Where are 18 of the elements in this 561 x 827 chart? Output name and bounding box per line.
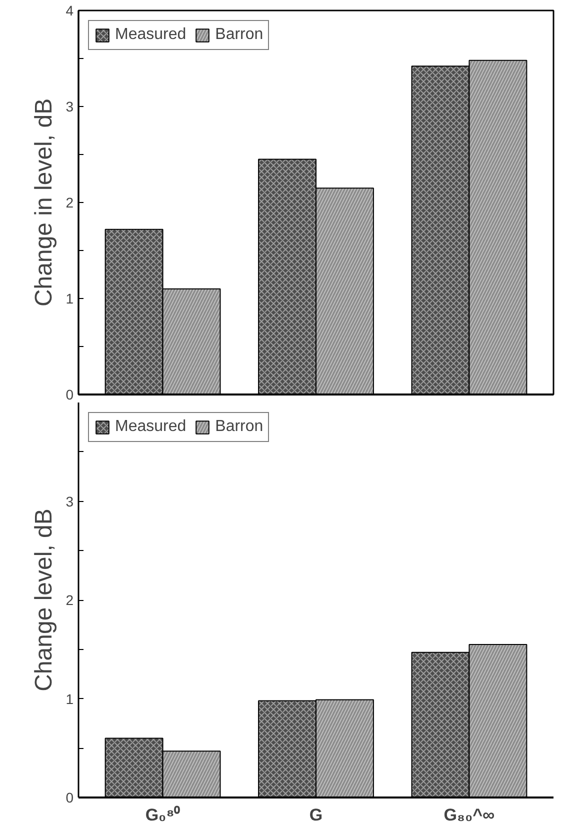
y-tick-label: 3 [66, 98, 74, 114]
y-axis-title: Change in level, dB [30, 98, 58, 307]
y-tick-label: 3 [66, 493, 74, 510]
y-tick-label: 2 [66, 194, 74, 210]
x-tick-label: G₀⁸⁰ [145, 806, 180, 824]
y-axis-title: Change level, dB [30, 508, 58, 692]
y-tick-label: 1 [66, 690, 74, 707]
legend-label: Barron [215, 418, 264, 436]
y-tick-label: 0 [66, 790, 74, 806]
x-tick-label: G₈₀^∞ [444, 806, 495, 824]
y-tick-label: 1 [66, 290, 74, 306]
y-tick-label: 2 [66, 592, 74, 608]
legend-label: Measured [115, 26, 186, 44]
y-tick-label: 0 [66, 386, 74, 402]
x-tick-label: G [309, 806, 323, 824]
legend-label: Barron [215, 26, 264, 44]
y-tick-label: 4 [66, 2, 74, 18]
legend-label: Measured [115, 418, 186, 436]
